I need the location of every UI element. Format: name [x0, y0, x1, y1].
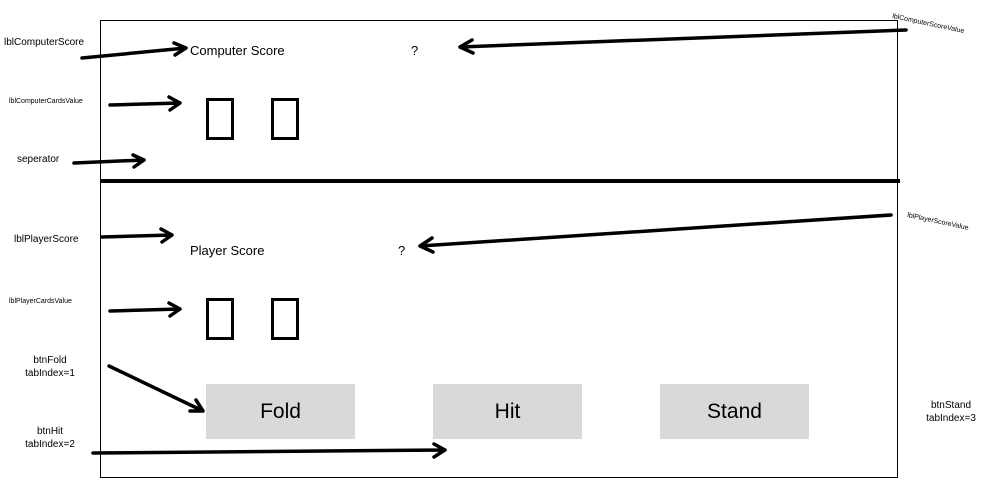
computer-score-value: ? [411, 43, 419, 58]
annotation-lbl-player-cards-value: lblPlayerCardsValue [9, 298, 72, 305]
annotation-lbl-player-score: lblPlayerScore [14, 234, 79, 245]
annotation-btn-fold: btnFold tabIndex=1 [20, 354, 80, 380]
annotation-btn-hit-tabindex: tabIndex=2 [25, 439, 75, 450]
separator [100, 179, 900, 183]
annotation-btn-stand-name: btnStand [930, 400, 972, 411]
annotation-btn-hit: btnHit tabIndex=2 [20, 425, 80, 451]
arrow-computer-cards [108, 95, 182, 112]
hit-button[interactable]: Hit [433, 384, 582, 439]
arrow-player-score [100, 227, 174, 244]
computer-card-placeholder-1 [206, 98, 234, 140]
annotation-btn-fold-name: btnFold [33, 355, 67, 366]
arrow-separator [72, 153, 146, 169]
arrow-hit [91, 442, 447, 459]
form-frame [100, 20, 898, 478]
player-score-value: ? [398, 243, 406, 258]
annotation-btn-hit-name: btnHit [36, 426, 64, 437]
annotation-btn-stand-tabindex: tabIndex=3 [926, 413, 976, 424]
arrow-computer-score-value [458, 28, 908, 55]
computer-score-label: Computer Score [190, 43, 285, 58]
arrow-computer-score [80, 41, 188, 60]
player-card-placeholder-2 [271, 298, 299, 340]
arrow-player-score-value [418, 213, 893, 254]
fold-button[interactable]: Fold [206, 384, 355, 439]
annotation-lbl-computer-cards-value: lblComputerCardsValue [9, 98, 83, 105]
player-score-label: Player Score [190, 243, 265, 258]
computer-card-placeholder-2 [271, 98, 299, 140]
player-card-placeholder-1 [206, 298, 234, 340]
arrow-fold [107, 364, 205, 413]
stand-button[interactable]: Stand [660, 384, 809, 439]
annotation-separator: seperator [17, 154, 60, 165]
annotation-btn-stand: btnStand tabIndex=3 [921, 399, 981, 425]
annotation-btn-fold-tabindex: tabIndex=1 [25, 368, 75, 379]
arrow-player-cards [108, 301, 182, 318]
annotation-lbl-computer-score: lblComputerScore [4, 37, 85, 48]
